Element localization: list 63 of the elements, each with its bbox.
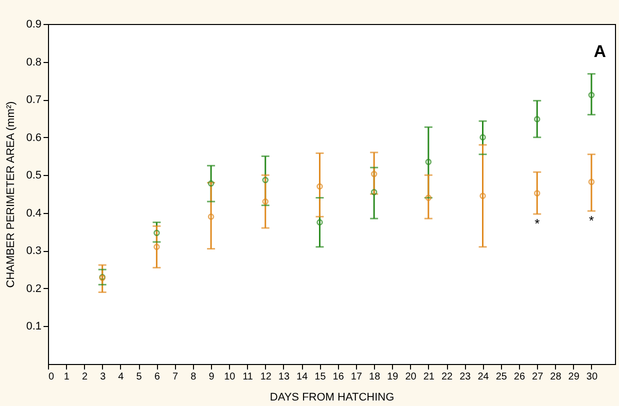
x-tick-label: 1 bbox=[64, 372, 70, 382]
x-tick-label: 5 bbox=[136, 372, 142, 382]
y-tick-label: 0.5 bbox=[26, 170, 42, 182]
x-tick-label: 14 bbox=[296, 372, 308, 382]
y-tick-label: 0.9 bbox=[26, 18, 42, 30]
x-tick-label: 3 bbox=[100, 372, 106, 382]
x-tick-label: 18 bbox=[369, 372, 381, 382]
point bbox=[370, 170, 378, 178]
x-tick-label: 21 bbox=[423, 372, 435, 382]
point bbox=[480, 192, 486, 200]
x-tick-label: 2 bbox=[82, 372, 88, 382]
x-axis-title: DAYS FROM HATCHING bbox=[270, 392, 394, 404]
point bbox=[425, 158, 432, 166]
y-tick-label: 0.6 bbox=[26, 132, 42, 144]
x-tick-label: 30 bbox=[586, 372, 598, 382]
y-tick-label: 0.2 bbox=[26, 282, 42, 295]
annotation: * bbox=[588, 213, 594, 228]
point bbox=[316, 219, 323, 226]
x-tick-label: 26 bbox=[514, 372, 526, 382]
y-tick-label: 0.7 bbox=[26, 94, 42, 106]
point bbox=[534, 190, 540, 196]
x-tick-label: 4 bbox=[118, 372, 124, 382]
point bbox=[588, 178, 595, 186]
x-tick-label: 20 bbox=[405, 372, 417, 382]
x-tick-label: 6 bbox=[154, 372, 160, 382]
x-tick-label: 22 bbox=[441, 372, 454, 382]
annotation: A bbox=[594, 42, 606, 61]
x-tick-label: 29 bbox=[568, 372, 580, 382]
x-tick-label: 0 bbox=[48, 372, 54, 382]
x-tick-label: 24 bbox=[478, 372, 490, 382]
point bbox=[480, 134, 486, 140]
x-tick-label: 15 bbox=[314, 372, 326, 382]
point bbox=[208, 214, 214, 220]
point bbox=[154, 230, 160, 236]
point bbox=[588, 92, 595, 98]
y-tick-label: 0.3 bbox=[26, 245, 42, 258]
point bbox=[154, 244, 160, 250]
annotation: * bbox=[534, 216, 540, 232]
x-tick-label: 11 bbox=[242, 372, 254, 382]
y-tick-label: 0.4 bbox=[26, 207, 42, 220]
x-tick-label: 9 bbox=[208, 372, 215, 382]
point bbox=[370, 188, 378, 196]
x-tick-label: 10 bbox=[224, 372, 236, 382]
point bbox=[262, 176, 269, 184]
x-tick-label: 7 bbox=[172, 372, 179, 382]
y-tick-label: 0.1 bbox=[26, 320, 42, 333]
x-tick-label: 12 bbox=[260, 372, 272, 382]
x-tick-label: 8 bbox=[190, 372, 197, 382]
point bbox=[208, 180, 214, 187]
x-tick-label: 23 bbox=[460, 372, 472, 382]
x-tick-label: 19 bbox=[387, 372, 399, 382]
point bbox=[534, 116, 540, 122]
x-tick-label: 17 bbox=[350, 372, 362, 382]
point bbox=[316, 183, 323, 190]
x-tick-label: 28 bbox=[550, 372, 562, 382]
y-tick-label: 0.8 bbox=[26, 56, 42, 68]
x-tick-label: 13 bbox=[278, 372, 290, 382]
point bbox=[425, 194, 432, 201]
x-tick-label: 25 bbox=[496, 372, 508, 382]
point bbox=[262, 198, 269, 205]
x-tick-label: 27 bbox=[532, 372, 544, 382]
x-tick-label: 16 bbox=[332, 372, 344, 382]
y-axis-title: CHAMBER PERIMETER AREA (mm²) bbox=[5, 101, 18, 288]
